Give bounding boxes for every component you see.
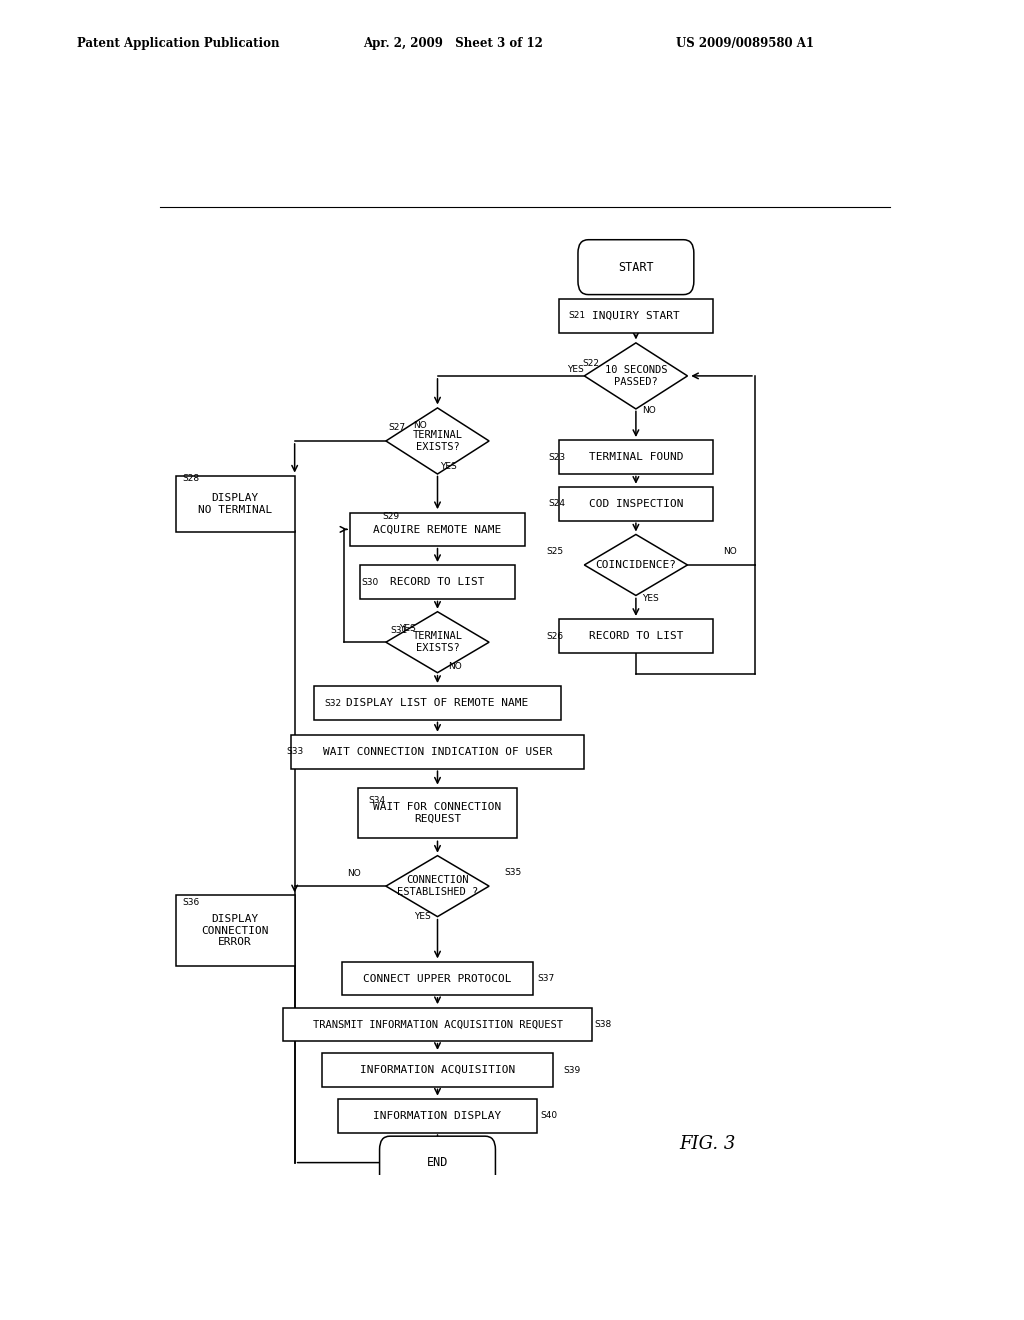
Text: S22: S22 [582, 359, 599, 368]
FancyBboxPatch shape [176, 895, 295, 966]
FancyBboxPatch shape [314, 686, 560, 719]
FancyBboxPatch shape [360, 565, 515, 599]
Text: DISPLAY
CONNECTION
ERROR: DISPLAY CONNECTION ERROR [202, 915, 269, 948]
Text: S40: S40 [540, 1111, 557, 1121]
Text: TRANSMIT INFORMATION ACQUISITION REQUEST: TRANSMIT INFORMATION ACQUISITION REQUEST [312, 1019, 562, 1030]
Text: YES: YES [440, 462, 457, 471]
Text: S31: S31 [390, 626, 408, 635]
Polygon shape [386, 855, 489, 916]
Text: COINCIDENCE?: COINCIDENCE? [595, 560, 677, 570]
Text: S24: S24 [549, 499, 565, 508]
Text: S23: S23 [549, 453, 565, 462]
Text: YES: YES [398, 624, 416, 634]
Text: FIG. 3: FIG. 3 [679, 1135, 735, 1154]
Text: TERMINAL FOUND: TERMINAL FOUND [589, 453, 683, 462]
Polygon shape [386, 611, 489, 673]
FancyBboxPatch shape [350, 512, 524, 546]
FancyBboxPatch shape [558, 441, 714, 474]
Text: S34: S34 [369, 796, 386, 805]
Text: S33: S33 [287, 747, 304, 756]
Text: INQUIRY START: INQUIRY START [592, 312, 680, 321]
Text: TERMINAL
EXISTS?: TERMINAL EXISTS? [413, 631, 463, 653]
FancyBboxPatch shape [283, 1007, 592, 1041]
Text: YES: YES [414, 912, 430, 921]
Text: S30: S30 [361, 578, 379, 586]
Polygon shape [585, 343, 687, 409]
FancyBboxPatch shape [338, 1100, 537, 1133]
FancyBboxPatch shape [380, 1137, 496, 1189]
Text: INFORMATION DISPLAY: INFORMATION DISPLAY [374, 1111, 502, 1121]
Text: S38: S38 [595, 1020, 612, 1028]
FancyBboxPatch shape [358, 788, 517, 838]
Text: S39: S39 [563, 1065, 581, 1074]
Text: Apr. 2, 2009   Sheet 3 of 12: Apr. 2, 2009 Sheet 3 of 12 [364, 37, 544, 50]
Polygon shape [585, 535, 687, 595]
FancyBboxPatch shape [323, 1053, 553, 1086]
Text: 10 SECONDS
PASSED?: 10 SECONDS PASSED? [604, 366, 668, 387]
Text: NO: NO [413, 421, 427, 430]
Text: COD INSPECTION: COD INSPECTION [589, 499, 683, 510]
Text: NO: NO [723, 548, 737, 556]
FancyBboxPatch shape [558, 619, 714, 653]
Text: INFORMATION ACQUISITION: INFORMATION ACQUISITION [359, 1065, 515, 1074]
Polygon shape [386, 408, 489, 474]
Text: WAIT FOR CONNECTION
REQUEST: WAIT FOR CONNECTION REQUEST [374, 803, 502, 824]
FancyBboxPatch shape [558, 300, 714, 333]
Text: NO: NO [347, 870, 360, 878]
Text: S25: S25 [546, 548, 563, 556]
Text: RECORD TO LIST: RECORD TO LIST [589, 631, 683, 642]
Text: YES: YES [642, 594, 659, 603]
Text: YES: YES [567, 366, 584, 375]
Text: RECORD TO LIST: RECORD TO LIST [390, 577, 484, 587]
Text: DISPLAY LIST OF REMOTE NAME: DISPLAY LIST OF REMOTE NAME [346, 698, 528, 709]
Text: CONNECTION
ESTABLISHED ?: CONNECTION ESTABLISHED ? [397, 875, 478, 898]
Text: S27: S27 [388, 424, 406, 432]
Text: S28: S28 [182, 474, 199, 483]
Text: S26: S26 [546, 631, 563, 640]
Text: S29: S29 [382, 512, 399, 520]
Text: US 2009/0089580 A1: US 2009/0089580 A1 [676, 37, 814, 50]
Text: CONNECT UPPER PROTOCOL: CONNECT UPPER PROTOCOL [364, 974, 512, 983]
Text: ACQUIRE REMOTE NAME: ACQUIRE REMOTE NAME [374, 524, 502, 535]
Text: TERMINAL
EXISTS?: TERMINAL EXISTS? [413, 430, 463, 451]
Text: S36: S36 [182, 898, 200, 907]
FancyBboxPatch shape [176, 477, 295, 532]
FancyBboxPatch shape [342, 962, 532, 995]
Text: S32: S32 [324, 698, 341, 708]
Text: WAIT CONNECTION INDICATION OF USER: WAIT CONNECTION INDICATION OF USER [323, 747, 552, 756]
Text: START: START [618, 260, 653, 273]
Text: S21: S21 [568, 312, 586, 321]
FancyBboxPatch shape [291, 735, 585, 768]
Text: END: END [427, 1156, 449, 1170]
Text: NO: NO [642, 407, 656, 414]
Text: DISPLAY
NO TERMINAL: DISPLAY NO TERMINAL [198, 494, 272, 515]
Text: S35: S35 [504, 869, 521, 878]
Text: NO: NO [447, 663, 462, 671]
Text: Patent Application Publication: Patent Application Publication [77, 37, 280, 50]
FancyBboxPatch shape [558, 487, 714, 521]
FancyBboxPatch shape [578, 240, 694, 294]
Text: S37: S37 [538, 974, 555, 983]
